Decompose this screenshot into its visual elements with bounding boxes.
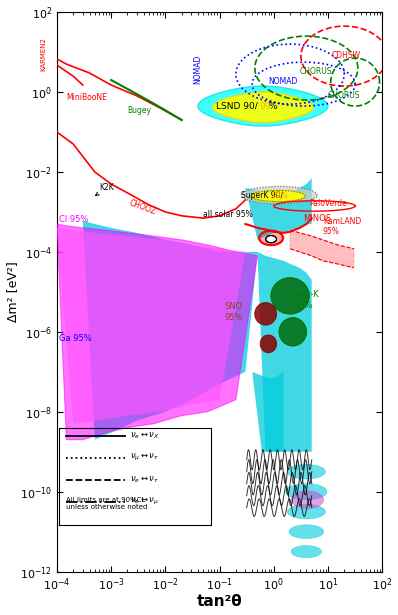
Polygon shape	[213, 92, 313, 122]
Polygon shape	[290, 230, 354, 268]
Text: 99%: 99%	[271, 191, 288, 199]
Polygon shape	[289, 525, 324, 538]
Text: SNO
95%: SNO 95%	[224, 303, 243, 322]
Polygon shape	[57, 224, 258, 440]
Text: KARMEN2: KARMEN2	[41, 38, 47, 71]
Polygon shape	[251, 191, 305, 202]
Polygon shape	[258, 252, 312, 451]
Text: CHORUS: CHORUS	[300, 67, 332, 76]
X-axis label: tan²θ: tan²θ	[197, 595, 242, 609]
Text: MiniBooNE: MiniBooNE	[66, 92, 107, 101]
Text: $\nu_e \leftrightarrow \nu_\tau$: $\nu_e \leftrightarrow \nu_\tau$	[130, 474, 159, 485]
Text: %: %	[269, 102, 277, 111]
Polygon shape	[287, 504, 325, 519]
Polygon shape	[255, 303, 277, 325]
Text: K2K: K2K	[96, 183, 114, 196]
Y-axis label: Δm² [eV²]: Δm² [eV²]	[6, 261, 19, 322]
Text: Bugey: Bugey	[127, 106, 152, 115]
Text: Super-K
95%: Super-K 95%	[287, 290, 320, 310]
Polygon shape	[259, 231, 283, 245]
Text: All limits are at 90%CL
unless otherwise noted: All limits are at 90%CL unless otherwise…	[66, 497, 148, 510]
Text: MINOS: MINOS	[303, 214, 331, 223]
Polygon shape	[246, 178, 312, 240]
Text: CDHSW: CDHSW	[332, 51, 361, 60]
Polygon shape	[260, 335, 277, 352]
Text: SuperK 90/: SuperK 90/	[241, 191, 283, 199]
Polygon shape	[287, 464, 325, 479]
Polygon shape	[252, 372, 283, 451]
Polygon shape	[83, 221, 258, 440]
Text: CHOOZ: CHOOZ	[127, 199, 157, 216]
Text: $\nu_\mu \leftrightarrow \nu_\tau$: $\nu_\mu \leftrightarrow \nu_\tau$	[130, 452, 159, 463]
Text: all solar 95%: all solar 95%	[203, 210, 253, 219]
Text: NOMAD: NOMAD	[193, 55, 203, 84]
Polygon shape	[198, 86, 328, 126]
Polygon shape	[271, 278, 309, 314]
Text: NOMAD: NOMAD	[269, 77, 298, 86]
Polygon shape	[286, 483, 327, 499]
Text: KamLAND
95%: KamLAND 95%	[323, 216, 361, 236]
Text: $\nu_e \leftrightarrow \nu_\mu$: $\nu_e \leftrightarrow \nu_\mu$	[130, 496, 159, 507]
Text: Ga 95%: Ga 95%	[59, 334, 92, 343]
Polygon shape	[291, 546, 322, 558]
Polygon shape	[279, 318, 306, 346]
Text: CHORUS: CHORUS	[328, 91, 361, 100]
Text: PaloVerde: PaloVerde	[309, 199, 347, 208]
Polygon shape	[57, 228, 246, 424]
Text: 99: 99	[260, 102, 271, 111]
Polygon shape	[241, 186, 317, 204]
Polygon shape	[266, 236, 277, 243]
Polygon shape	[291, 491, 324, 509]
Text: $\nu_e \leftrightarrow \nu_X$: $\nu_e \leftrightarrow \nu_X$	[130, 430, 159, 441]
Text: LSND 90/: LSND 90/	[216, 102, 258, 111]
Text: Cl 95%: Cl 95%	[59, 215, 88, 224]
